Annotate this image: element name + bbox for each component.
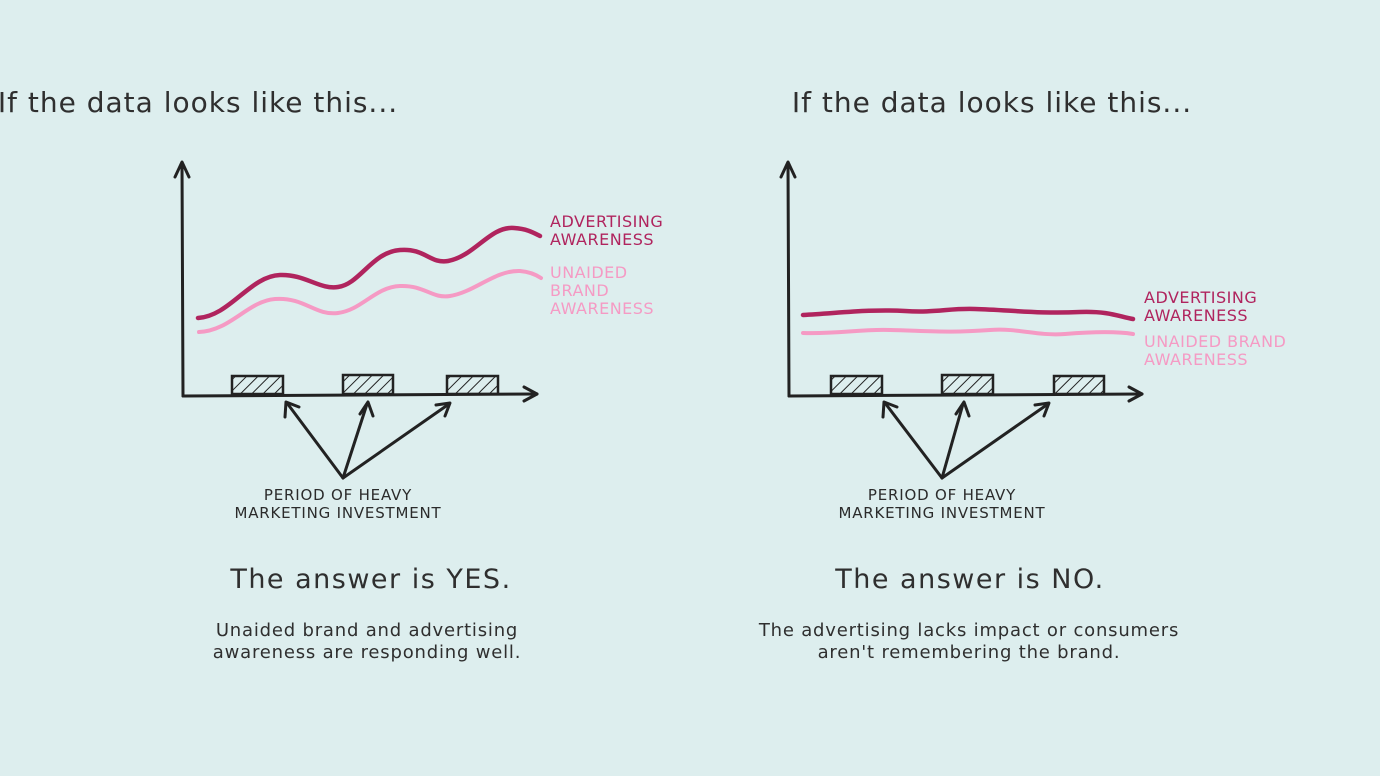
diagram-yes bbox=[173, 160, 543, 480]
series-line-advertising bbox=[800, 306, 1136, 322]
investment-block bbox=[230, 374, 285, 396]
answer-title: The answer is NO. bbox=[835, 564, 1105, 595]
investment-block bbox=[1052, 374, 1106, 396]
axes bbox=[779, 160, 1144, 403]
legend-unaided: UNAIDED BRAND AWARENESS bbox=[550, 263, 655, 318]
period-label: PERIOD OF HEAVY MARKETING INVESTMENT bbox=[838, 486, 1046, 522]
diagram-no bbox=[779, 160, 1144, 480]
panel-heading: If the data looks like this... bbox=[0, 86, 399, 119]
pointer-arrows bbox=[283, 400, 452, 480]
investment-block bbox=[940, 373, 995, 396]
y-axis bbox=[180, 161, 185, 398]
answer-description: Unaided brand and advertising awareness … bbox=[212, 620, 522, 663]
investment-block bbox=[445, 374, 500, 396]
panel-yes: If the data looks like this... bbox=[0, 86, 664, 663]
pointer-arrows bbox=[881, 400, 1051, 480]
series-line-unaided bbox=[197, 268, 543, 334]
legend-advertising: ADVERTISING AWARENESS bbox=[1144, 288, 1258, 325]
y-axis-arrowhead bbox=[173, 160, 191, 179]
x-axis-arrowhead bbox=[522, 385, 539, 403]
y-axis bbox=[786, 161, 791, 398]
legend-unaided: UNAIDED BRAND AWARENESS bbox=[1144, 332, 1287, 369]
investment-block bbox=[341, 373, 395, 396]
period-label: PERIOD OF HEAVY MARKETING INVESTMENT bbox=[234, 486, 442, 522]
investment-block bbox=[829, 374, 884, 396]
investment-blocks bbox=[829, 373, 1106, 396]
panel-no: If the data looks like this... bbox=[690, 0, 1380, 776]
series-line-unaided bbox=[801, 327, 1135, 337]
x-axis-arrowhead bbox=[1127, 385, 1144, 403]
panel-heading: If the data looks like this... bbox=[791, 86, 1193, 119]
series-line-advertising bbox=[195, 225, 543, 321]
answer-description: The advertising lacks impact or consumer… bbox=[758, 620, 1180, 663]
answer-title: The answer is YES. bbox=[230, 564, 512, 595]
legend-advertising: ADVERTISING AWARENESS bbox=[550, 212, 664, 249]
y-axis-arrowhead bbox=[779, 160, 797, 179]
investment-blocks bbox=[230, 373, 500, 396]
